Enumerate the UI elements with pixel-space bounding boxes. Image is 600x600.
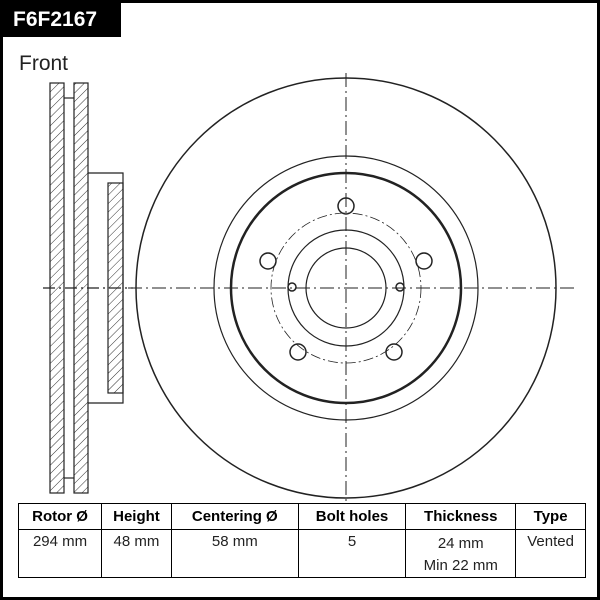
part-number: F6F2167 — [3, 3, 121, 37]
brake-disc-drawing — [43, 73, 578, 503]
value-bolt-holes: 5 — [297, 529, 407, 578]
value-rotor: 294 mm — [17, 529, 103, 578]
header-bolt-holes: Bolt holes — [297, 503, 407, 530]
value-thickness: 24 mm Min 22 mm — [405, 529, 517, 578]
value-type: Vented — [515, 529, 586, 578]
front-view — [128, 73, 578, 503]
header-thickness: Thickness — [405, 503, 517, 530]
header-height: Height — [101, 503, 172, 530]
bolt-holes — [259, 197, 433, 361]
header-centering: Centering Ø — [170, 503, 299, 530]
view-label: Front — [19, 52, 69, 75]
thickness-min: Min 22 mm — [423, 557, 498, 574]
header-rotor: Rotor Ø — [17, 503, 103, 530]
specs-table: Rotor Ø Height Centering Ø Bolt holes Th… — [17, 503, 586, 578]
header-type: Type — [515, 503, 586, 530]
value-centering: 58 mm — [170, 529, 299, 578]
side-view — [43, 82, 133, 494]
thickness-nominal: 24 mm — [437, 535, 484, 552]
value-height: 48 mm — [101, 529, 172, 578]
